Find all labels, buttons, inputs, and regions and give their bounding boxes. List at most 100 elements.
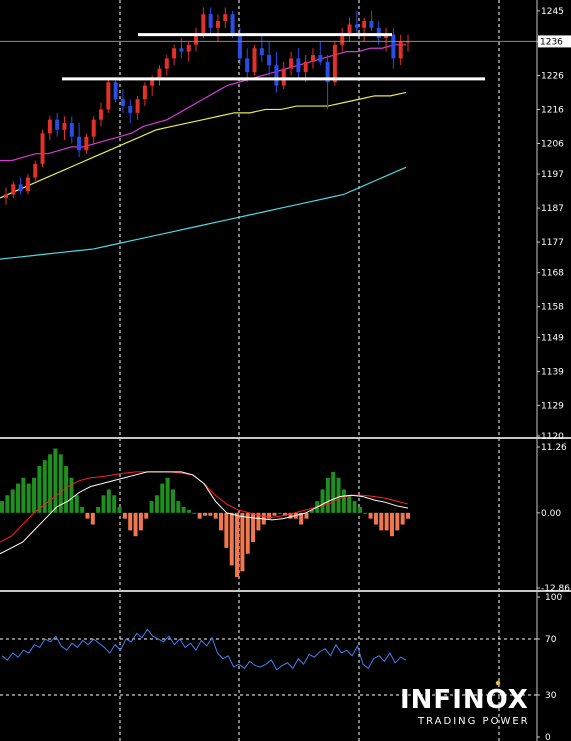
candle-body	[157, 68, 162, 79]
macd-tick-label: 0.00	[541, 509, 561, 519]
candle	[84, 133, 89, 154]
candle-body	[186, 44, 191, 52]
candle-body	[259, 48, 264, 56]
macd-histogram-bar	[272, 512, 277, 516]
candle	[201, 7, 206, 39]
candle	[4, 187, 8, 205]
logo-accent-dot	[495, 680, 501, 686]
macd-histogram-bar	[267, 512, 272, 519]
macd-histogram-bar	[395, 512, 400, 531]
candle-body	[106, 82, 111, 110]
candle	[369, 10, 374, 32]
macd-histogram-bar	[186, 509, 191, 513]
rsi-tick-label: 100	[545, 593, 562, 603]
candle	[33, 160, 38, 181]
candle	[106, 78, 111, 113]
macd-histogram-bar	[336, 477, 341, 513]
candle-body	[289, 58, 294, 69]
macd-histogram-bar	[288, 512, 293, 519]
candle	[391, 27, 396, 69]
price-tick-label: 1187	[541, 204, 564, 214]
macd-histogram-bar	[154, 495, 159, 513]
candle-body	[398, 41, 403, 59]
candle	[215, 14, 220, 42]
macd-histogram-bar	[122, 512, 127, 519]
macd-histogram-bar	[48, 454, 53, 513]
candle	[259, 34, 264, 62]
candle-body	[318, 55, 323, 62]
price-tick-label: 1168	[541, 269, 564, 279]
macd-histogram-bar	[106, 489, 111, 513]
macd-histogram-bar	[32, 477, 37, 513]
rsi-panel	[0, 628, 537, 696]
candle-body	[99, 109, 104, 120]
macd-histogram-bar	[240, 512, 245, 572]
current-price-box	[538, 35, 571, 48]
candle-body	[150, 78, 155, 86]
macd-panel	[0, 448, 410, 578]
logo-name: INFINOX	[400, 685, 529, 715]
macd-histogram-bar	[373, 512, 378, 525]
macd-histogram-bar	[325, 477, 330, 513]
candle	[77, 123, 82, 158]
macd-histogram-bar	[192, 512, 197, 514]
macd-histogram-bar	[80, 506, 85, 513]
candle-body	[4, 194, 8, 198]
macd-histogram-bar	[42, 460, 47, 513]
macd-histogram-bar	[224, 512, 229, 548]
candle	[25, 174, 30, 195]
candle-body	[281, 68, 286, 86]
candle-body	[84, 136, 89, 151]
candle-body	[384, 34, 389, 39]
macd-histogram-bar	[112, 495, 117, 513]
price-tick-label: 1245	[541, 7, 564, 17]
macd-histogram-bar	[357, 506, 362, 513]
candle-body	[77, 136, 82, 151]
macd-histogram-bar	[304, 512, 309, 519]
candle	[99, 102, 104, 127]
macd-histogram-bar	[363, 512, 368, 514]
candle	[340, 27, 345, 52]
macd-histogram-bar	[37, 466, 42, 513]
candle-body	[201, 14, 206, 35]
candle	[194, 27, 199, 52]
price-tick-label: 1216	[541, 105, 564, 115]
candle-body	[332, 44, 337, 83]
macd-histogram-bar	[406, 512, 410, 519]
macd-histogram-bar	[128, 512, 133, 531]
candle-body	[33, 163, 38, 178]
candle-body	[91, 119, 96, 137]
candle	[289, 51, 294, 76]
macd-histogram-bar	[181, 506, 186, 513]
macd-histogram-bar	[165, 477, 170, 513]
candle	[40, 129, 45, 168]
macd-histogram-bar	[352, 501, 357, 513]
candle-body	[296, 58, 301, 73]
macd-histogram-bar	[58, 454, 63, 513]
candle-body	[325, 61, 330, 83]
macd-histogram-bar	[235, 512, 240, 578]
candle-body	[25, 177, 30, 192]
macd-histogram-bar	[138, 512, 143, 531]
price-tick-label: 1158	[541, 303, 564, 313]
macd-histogram-bar	[96, 506, 101, 513]
macd-histogram-bar	[384, 512, 389, 531]
candle	[113, 78, 118, 103]
candle-body	[194, 34, 199, 45]
price-tick-label: 1120	[541, 432, 564, 442]
macd-histogram-bar	[256, 512, 261, 531]
candle	[296, 48, 301, 79]
candle	[120, 89, 125, 113]
candle	[274, 51, 279, 93]
macd-tick-label: 11.26	[541, 443, 567, 453]
candle	[325, 55, 330, 110]
macd-histogram-bar	[283, 512, 288, 516]
candle-body	[237, 34, 242, 59]
price-tick-label: 1149	[541, 333, 564, 343]
macd-histogram-bar	[219, 512, 224, 531]
candle-body	[391, 34, 396, 59]
candle-body	[11, 184, 16, 195]
candle-body	[340, 34, 345, 45]
